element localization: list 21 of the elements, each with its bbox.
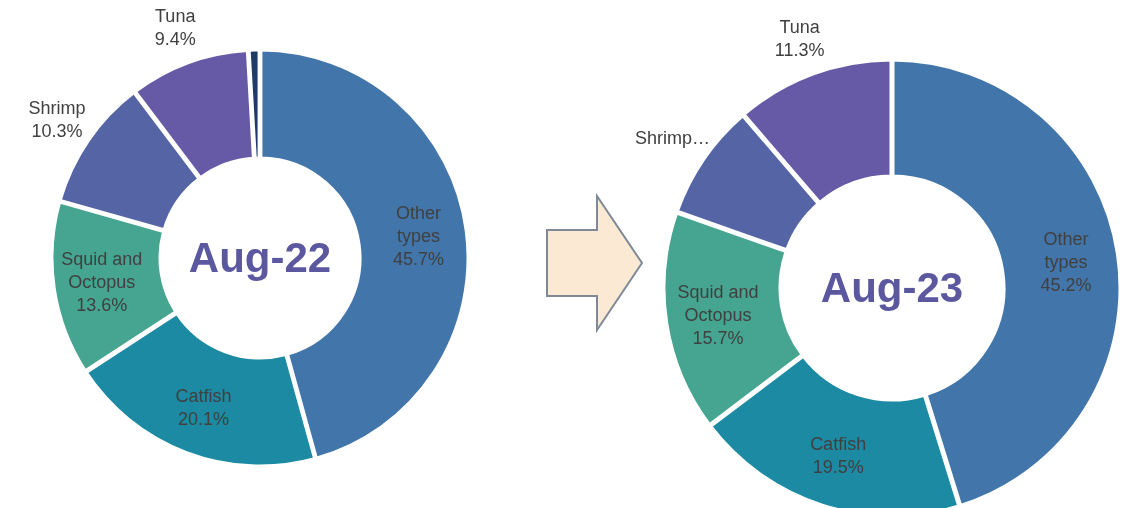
- slice-label: Tuna: [779, 17, 821, 38]
- slice-label: Squid and Octopus: [61, 249, 143, 293]
- slice-label: Other types: [1043, 228, 1089, 272]
- text: Aug-23: [820, 264, 964, 311]
- data-label: 11.3%: [774, 40, 825, 61]
- data-label: 13.6%: [76, 295, 128, 316]
- slice-label: Shrimp: [28, 97, 86, 118]
- data-label: 20.1%: [177, 409, 229, 430]
- data-label: 45.7%: [393, 249, 445, 270]
- data-label: 19.5%: [812, 457, 864, 478]
- data-label: 15.7%: [692, 327, 744, 348]
- slice-label: Tuna: [155, 5, 197, 26]
- text: Aug-22: [188, 234, 332, 281]
- data-label: 45.2%: [1040, 274, 1092, 295]
- slice-label: Catfish: [810, 434, 867, 455]
- data-label: 9.4%: [154, 28, 196, 49]
- slice-label: Other types: [396, 203, 442, 247]
- slice-label: Squid and Octopus: [677, 281, 759, 325]
- slice-label: Shrimp…: [634, 127, 710, 148]
- data-label: 10.3%: [31, 120, 83, 141]
- slice-label: Catfish: [175, 386, 232, 407]
